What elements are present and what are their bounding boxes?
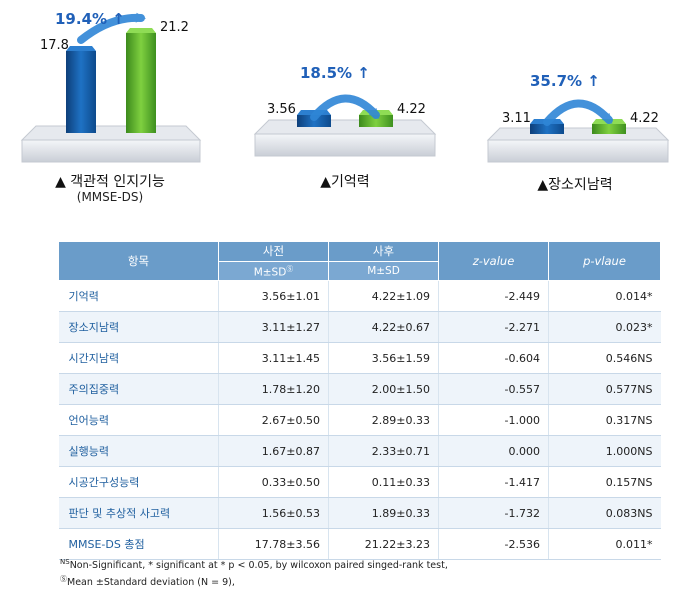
table-row: 언어능력 2.67±0.50 2.89±0.33 -1.000 0.317NS <box>58 404 661 436</box>
p-value: 0.157NS <box>548 466 661 498</box>
p-value: 0.014* <box>548 280 661 312</box>
header-post-sub: M±SD <box>328 260 439 281</box>
header-pre-sub: M±SDⓈ <box>218 260 329 281</box>
z-value: -2.449 <box>438 280 549 312</box>
pre-value: 0.33±0.50 <box>218 466 329 498</box>
p-value: 0.317NS <box>548 404 661 436</box>
bar-사후 <box>592 124 626 134</box>
platform-front <box>254 133 436 157</box>
change-label: 19.4% ↑ <box>55 10 125 28</box>
results-table: 항목 사전 사후 z-value p-vlaue M±SDⓈ M±SD 기억력 3… <box>58 241 661 560</box>
row-name: 시공간구성능력 <box>58 466 219 498</box>
header-item: 항목 <box>58 241 219 281</box>
data-label: 3.56 <box>267 102 296 117</box>
p-value: 0.577NS <box>548 373 661 405</box>
footnote-mean-sd: ⓈMean ±Standard deviation (N = 9), <box>60 575 235 589</box>
bar-charts-area: 17.8 21.2 19.4% ↑ 3.56 4.22 18.5% ↑ 3.11 4.22… <box>20 10 670 163</box>
pre-value: 1.78±1.20 <box>218 373 329 405</box>
table-row: 주의집중력 1.78±1.20 2.00±1.50 -0.557 0.577NS <box>58 373 661 405</box>
z-value: -2.271 <box>438 311 549 343</box>
table-row: 판단 및 추상적 사고력 1.56±0.53 1.89±0.33 -1.732 0.08… <box>58 497 661 529</box>
chart-title-mmse: ▲ 객관적 인지기능 <box>55 174 165 190</box>
platform-top <box>253 119 437 135</box>
data-label: 4.22 <box>397 102 426 117</box>
z-value: -1.417 <box>438 466 549 498</box>
platform-top <box>20 125 202 141</box>
increase-arrow-icon <box>310 94 380 121</box>
data-label: 4.22 <box>630 111 659 126</box>
bar-사전 <box>530 124 564 134</box>
row-name: 주의집중력 <box>58 373 219 405</box>
change-label: 18.5% ↑ <box>300 64 370 82</box>
row-name: 장소지남력 <box>58 311 219 343</box>
post-value: 4.22±0.67 <box>328 311 439 343</box>
row-name: 기억력 <box>58 280 219 312</box>
platform-top <box>486 127 670 141</box>
z-value: -1.000 <box>438 404 549 436</box>
z-value: -1.732 <box>438 497 549 529</box>
platform-front <box>21 139 201 163</box>
bar-top-사후 <box>126 28 156 33</box>
post-value: 4.22±1.09 <box>328 280 439 312</box>
post-value: 2.89±0.33 <box>328 404 439 436</box>
chart-memory: 3.56 4.22 18.5% ↑ <box>253 64 437 157</box>
z-value: -2.536 <box>438 528 549 560</box>
header-pre: 사전 <box>218 241 329 262</box>
z-value: -0.604 <box>438 342 549 374</box>
row-name: 판단 및 추상적 사고력 <box>58 497 219 529</box>
chart-title-orientation-place: ▲장소지남력 <box>537 177 613 193</box>
table-row: 기억력 3.56±1.01 4.22±1.09 -2.449 0.014* <box>58 280 661 312</box>
table-row: 실행능력 1.67±0.87 2.33±0.71 0.000 1.000NS <box>58 435 661 467</box>
p-value: 0.011* <box>548 528 661 560</box>
platform-front <box>487 139 669 163</box>
post-value: 0.11±0.33 <box>328 466 439 498</box>
row-name: 언어능력 <box>58 404 219 436</box>
bar-사후 <box>359 115 393 127</box>
pre-value: 3.11±1.45 <box>218 342 329 374</box>
pre-value: 17.78±3.56 <box>218 528 329 560</box>
increase-arrow-icon <box>77 12 146 44</box>
z-value: 0.000 <box>438 435 549 467</box>
increase-arrow-icon <box>543 99 613 126</box>
bar-사후 <box>126 33 156 133</box>
row-name: MMSE-DS 총점 <box>58 528 219 560</box>
pre-value: 1.56±0.53 <box>218 497 329 529</box>
change-label: 35.7% ↑ <box>530 72 600 90</box>
data-label: 21.2 <box>160 20 189 35</box>
header-post: 사후 <box>328 241 439 262</box>
header-z-value: z-value <box>438 241 549 281</box>
chart-orientation-place: 3.11 4.22 35.7% ↑ <box>486 72 670 163</box>
chart-title-memory: ▲기억력 <box>320 174 370 190</box>
pre-value: 1.67±0.87 <box>218 435 329 467</box>
post-value: 21.22±3.23 <box>328 528 439 560</box>
post-value: 2.33±0.71 <box>328 435 439 467</box>
chart-subtitle-mmse: (MMSE-DS) <box>76 190 144 204</box>
row-name: 실행능력 <box>58 435 219 467</box>
table-row: 장소지남력 3.11±1.27 4.22±0.67 -2.271 0.023* <box>58 311 661 343</box>
data-label: 3.11 <box>502 111 531 126</box>
p-value: 0.023* <box>548 311 661 343</box>
row-name: 시간지남력 <box>58 342 219 374</box>
chart-mmse: 17.8 21.2 19.4% ↑ <box>20 10 202 163</box>
pre-value: 3.11±1.27 <box>218 311 329 343</box>
pre-value: 2.67±0.50 <box>218 404 329 436</box>
table-row: 시공간구성능력 0.33±0.50 0.11±0.33 -1.417 0.157NS <box>58 466 661 498</box>
post-value: 3.56±1.59 <box>328 342 439 374</box>
table-row: 시간지남력 3.11±1.45 3.56±1.59 -0.604 0.546NS <box>58 342 661 374</box>
post-value: 2.00±1.50 <box>328 373 439 405</box>
table-row: MMSE-DS 총점 17.78±3.56 21.22±3.23 -2.536 0.01… <box>58 528 661 560</box>
z-value: -0.557 <box>438 373 549 405</box>
bar-top-사전 <box>66 46 96 51</box>
p-value: 0.546NS <box>548 342 661 374</box>
footnote-significance: NSNon-Significant, * significant at * p … <box>60 558 448 572</box>
header-p-value: p-vlaue <box>548 241 661 281</box>
results-table-body: 기억력 3.56±1.01 4.22±1.09 -2.449 0.014* 장소지남력 3.… <box>58 280 661 560</box>
p-value: 1.000NS <box>548 435 661 467</box>
p-value: 0.083NS <box>548 497 661 529</box>
data-label: 17.8 <box>40 38 69 53</box>
pre-value: 3.56±1.01 <box>218 280 329 312</box>
post-value: 1.89±0.33 <box>328 497 439 529</box>
bar-사전 <box>66 51 96 133</box>
